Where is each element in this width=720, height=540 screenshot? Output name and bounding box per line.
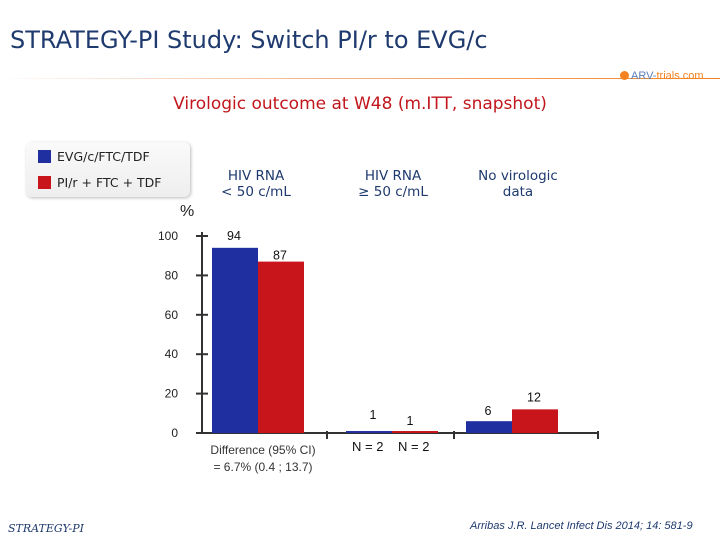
- y-tick-label: 0: [171, 426, 178, 440]
- legend-swatch-evg: [38, 150, 51, 163]
- chart-title: Virologic outcome at W48 (m.ITT, snapsho…: [173, 94, 547, 114]
- bar-evg-1: [346, 431, 392, 433]
- y-axis-unit: %: [180, 203, 195, 220]
- logo-suffix: trials.com: [656, 70, 704, 82]
- bar-value-label: 1: [407, 414, 414, 428]
- logo-icon: [620, 71, 629, 80]
- category-label-rna-above-50: HIV RNA ≥ 50 c/mL: [333, 168, 453, 200]
- arv-trials-logo: ARV-trials.com: [620, 70, 704, 82]
- slide-title: STRATEGY-PI Study: Switch PI/r to EVG/c: [10, 26, 488, 54]
- title-divider: [0, 78, 720, 79]
- bar-pir-0: [258, 261, 304, 433]
- bar-pir-1: [392, 431, 438, 433]
- bar-value-label: 94: [227, 229, 241, 243]
- legend-label-evg: EVG/c/FTC/TDF: [57, 149, 150, 164]
- n-label-pir: N = 2: [398, 439, 430, 454]
- bar-value-label: 87: [273, 249, 287, 263]
- category-label-line1: No virologic: [478, 168, 558, 184]
- bar-value-label: 1: [370, 408, 377, 422]
- footer-study-name: STRATEGY-PI: [8, 522, 84, 535]
- legend-label-pir: PI/r + FTC + TDF: [57, 175, 162, 190]
- difference-note-line1: Difference (95% CI): [210, 443, 316, 457]
- logo-prefix: ARV-: [631, 70, 657, 82]
- category-label-line2: ≥ 50 c/mL: [358, 184, 428, 200]
- bar-pir-2: [512, 409, 558, 433]
- bar-value-label: 12: [527, 390, 541, 404]
- bar-evg-2: [466, 421, 512, 433]
- category-label-line2: data: [502, 184, 534, 200]
- category-label-line1: HIV RNA: [364, 168, 422, 184]
- legend-swatch-pir: [38, 176, 51, 189]
- y-tick-label: 20: [165, 387, 179, 401]
- category-label-line2: < 50 c/mL: [221, 184, 291, 200]
- category-label-line1: HIV RNA: [227, 168, 285, 184]
- y-tick-label: 60: [165, 308, 179, 322]
- bar-evg-0: [212, 247, 258, 433]
- y-tick-label: 100: [158, 229, 178, 243]
- footer-citation: Arribas J.R. Lancet Infect Dis 2014; 14:…: [470, 520, 693, 532]
- legend-item-evg: EVG/c/FTC/TDF: [38, 149, 150, 164]
- y-tick-label: 40: [165, 347, 179, 361]
- bar-value-label: 6: [485, 404, 492, 418]
- category-label-rna-below-50: HIV RNA < 50 c/mL: [196, 168, 316, 200]
- difference-note: Difference (95% CI) = 6.7% (0.4 ; 13.7): [188, 442, 338, 476]
- y-tick-label: 80: [165, 268, 179, 282]
- n-label-evg: N = 2: [352, 439, 384, 454]
- difference-note-line2: = 6.7% (0.4 ; 13.7): [213, 460, 313, 474]
- chart-legend: EVG/c/FTC/TDF PI/r + FTC + TDF: [26, 142, 190, 197]
- legend-item-pir: PI/r + FTC + TDF: [38, 175, 161, 190]
- category-label-no-data: No virologic data: [458, 168, 578, 200]
